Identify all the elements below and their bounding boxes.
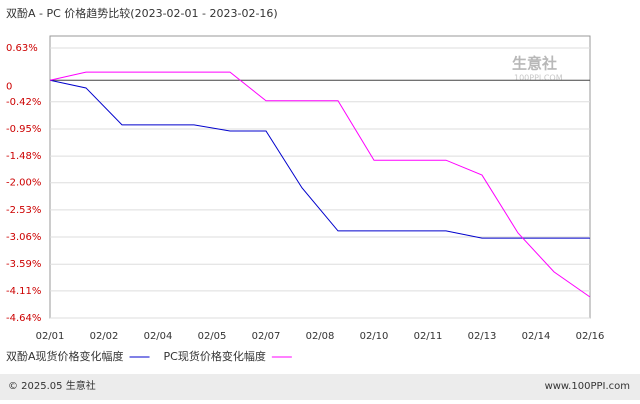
legend-label: 双酚A现货价格变化幅度 [6, 349, 124, 363]
footer-left: © 2025.05 生意社 [8, 379, 96, 392]
watermark-url: 100PPI.COM [514, 74, 563, 83]
y-tick-label: 0.63% [6, 43, 38, 54]
y-tick-label: -3.59% [6, 259, 41, 270]
y-tick-label: -0.95% [6, 124, 41, 135]
x-tick-label: 02/16 [576, 331, 605, 342]
watermark: 生意社 [512, 55, 557, 73]
y-tick-label: -1.48% [6, 151, 41, 162]
y-tick-label: -3.06% [6, 232, 41, 243]
x-tick-label: 02/02 [90, 331, 119, 342]
legend-label: PC现货价格变化幅度 [164, 349, 266, 363]
x-tick-label: 02/08 [306, 331, 335, 342]
y-tick-label: -2.00% [6, 178, 41, 189]
footer-right: www.100PPI.com [545, 381, 630, 392]
x-tick-label: 02/13 [468, 331, 497, 342]
x-tick-label: 02/04 [144, 331, 173, 342]
y-tick-label: -4.11% [6, 286, 41, 297]
series-line [49, 71, 591, 298]
series-line [49, 79, 590, 239]
x-tick-label: 02/14 [522, 331, 551, 342]
y-tick-label: -2.53% [6, 205, 41, 216]
x-tick-label: 02/05 [198, 331, 227, 342]
x-tick-label: 02/07 [252, 331, 281, 342]
y-tick-label: -4.64% [6, 313, 41, 324]
x-tick-label: 02/10 [360, 331, 389, 342]
y-tick-label: -0.42% [6, 97, 41, 108]
y-tick-label: 0 [6, 81, 12, 92]
footer-band [0, 374, 640, 400]
x-tick-label: 02/11 [414, 331, 443, 342]
chart-title: 双酚A - PC 价格趋势比较(2023-02-01 - 2023-02-16) [6, 6, 278, 20]
x-tick-label: 02/01 [36, 331, 65, 342]
